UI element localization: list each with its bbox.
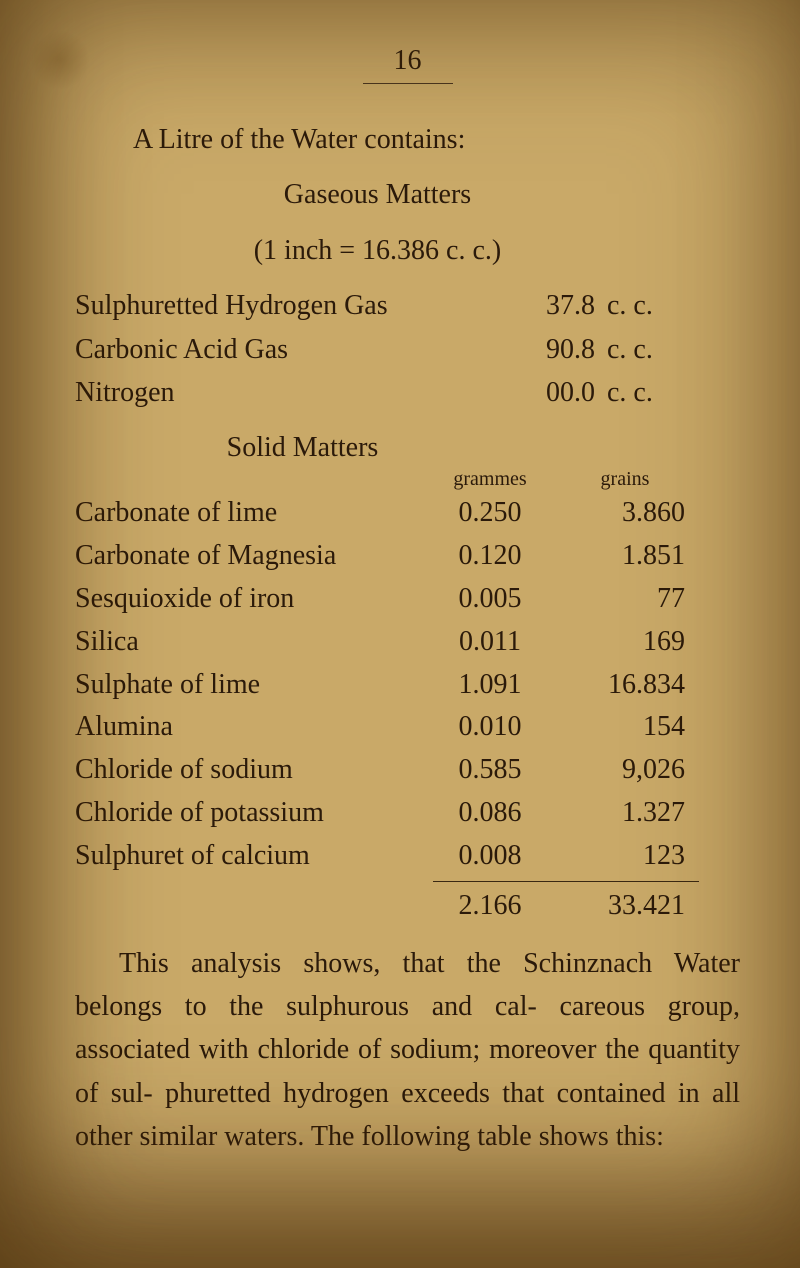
- solid-label: Sesquioxide of iron: [75, 578, 425, 621]
- solid-grammes: 0.585: [425, 749, 555, 792]
- solid-grains: 9,026: [555, 749, 695, 792]
- solid-grains: 1.851: [555, 535, 695, 578]
- solid-total-grains: 33.421: [555, 885, 695, 928]
- gas-unit: c. c.: [595, 328, 653, 371]
- col-spacer: [75, 466, 425, 492]
- solid-row: Alumina 0.010 154: [75, 706, 740, 749]
- col-header-grains: grains: [555, 466, 695, 492]
- gas-row: Nitrogen 00.0 c. c.: [75, 371, 740, 414]
- gas-label: Sulphuretted Hydrogen Gas: [75, 284, 505, 327]
- body-paragraph-text: This analysis shows, that the Schinznach…: [75, 948, 740, 1153]
- body-paragraph: This analysis shows, that the Schinznach…: [75, 928, 740, 1159]
- gaseous-heading: Gaseous Matters: [75, 161, 740, 216]
- gaseous-table: Sulphuretted Hydrogen Gas 37.8 c. c. Car…: [75, 284, 740, 414]
- solid-grammes: 0.250: [425, 492, 555, 535]
- solid-row: Silica 0.011 169: [75, 621, 740, 664]
- gas-row: Sulphuretted Hydrogen Gas 37.8 c. c.: [75, 284, 740, 327]
- solid-heading: Solid Matters: [75, 414, 740, 466]
- solid-label: Silica: [75, 621, 425, 664]
- gas-unit: c. c.: [595, 371, 653, 414]
- solid-grammes: 0.011: [425, 621, 555, 664]
- solid-label: Sulphate of lime: [75, 664, 425, 707]
- solid-label: Carbonate of Magnesia: [75, 535, 425, 578]
- solid-grammes: 0.086: [425, 792, 555, 835]
- solid-total-grammes: 2.166: [425, 885, 555, 928]
- page-number-rule: [363, 83, 453, 84]
- solid-label: Carbonate of lime: [75, 492, 425, 535]
- solid-column-headers: grammes grains: [75, 466, 740, 492]
- solid-label: Chloride of potassium: [75, 792, 425, 835]
- gas-value: 00.0: [505, 371, 595, 414]
- solid-grammes: 0.120: [425, 535, 555, 578]
- solid-total-row: 2.166 33.421: [75, 885, 740, 928]
- solid-row: Sesquioxide of iron 0.005 77: [75, 578, 740, 621]
- solid-row: Carbonate of lime 0.250 3.860: [75, 492, 740, 535]
- gas-row: Carbonic Acid Gas 90.8 c. c.: [75, 328, 740, 371]
- gas-label: Carbonic Acid Gas: [75, 328, 505, 371]
- solid-row: Sulphate of lime 1.091 16.834: [75, 664, 740, 707]
- solid-label: Alumina: [75, 706, 425, 749]
- solid-label: Chloride of sodium: [75, 749, 425, 792]
- solid-grains: 77: [555, 578, 695, 621]
- total-rule: [433, 881, 699, 882]
- solid-grains: 123: [555, 835, 695, 878]
- solid-grains: 154: [555, 706, 695, 749]
- page-number: 16: [75, 45, 740, 77]
- solid-row: Chloride of potassium 0.086 1.327: [75, 792, 740, 835]
- solid-grains: 1.327: [555, 792, 695, 835]
- solid-row: Carbonate of Magnesia 0.120 1.851: [75, 535, 740, 578]
- solid-grammes: 0.008: [425, 835, 555, 878]
- gas-unit: c. c.: [595, 284, 653, 327]
- page-stain: [30, 30, 90, 90]
- solid-grammes: 0.005: [425, 578, 555, 621]
- solid-grains: 3.860: [555, 492, 695, 535]
- solid-grains: 169: [555, 621, 695, 664]
- solid-row: Chloride of sodium 0.585 9,026: [75, 749, 740, 792]
- conversion-line: (1 inch = 16.386 c. c.): [75, 217, 740, 284]
- col-header-grammes: grammes: [425, 466, 555, 492]
- solid-row: Sulphuret of calcium 0.008 123: [75, 835, 740, 878]
- gas-label: Nitrogen: [75, 371, 505, 414]
- solid-grains: 16.834: [555, 664, 695, 707]
- gas-value: 37.8: [505, 284, 595, 327]
- title-line: A Litre of the Water contains:: [75, 118, 740, 161]
- page: 16 A Litre of the Water contains: Gaseou…: [0, 0, 800, 1268]
- solid-label: Sulphuret of calcium: [75, 835, 425, 878]
- solid-total-label: [75, 885, 425, 928]
- solid-table: Carbonate of lime 0.250 3.860 Carbonate …: [75, 492, 740, 927]
- gas-value: 90.8: [505, 328, 595, 371]
- solid-grammes: 1.091: [425, 664, 555, 707]
- solid-grammes: 0.010: [425, 706, 555, 749]
